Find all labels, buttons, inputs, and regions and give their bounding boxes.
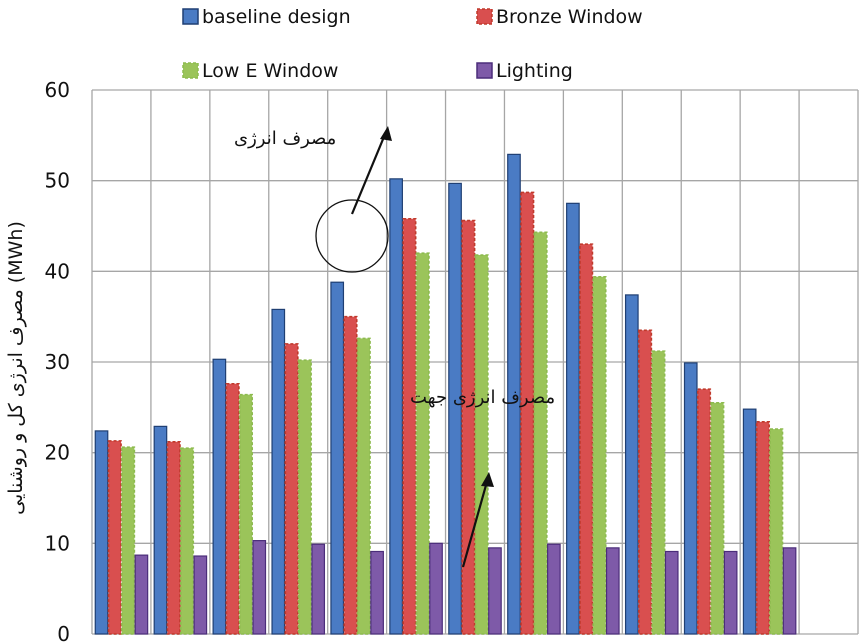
bar-low-e-window [533,231,548,635]
bar-bronze-window [107,440,122,635]
bar-baseline-design [683,362,698,635]
bar-lighting [429,542,443,635]
bar-baseline-design [448,182,462,635]
bar-lighting [664,550,679,635]
bar-low-e-window [356,337,371,635]
legend-label: baseline design [202,6,351,28]
y-tick-label: 0 [57,622,70,644]
bar-bronze-window [696,388,712,635]
bar-baseline-design [389,178,403,635]
annotation-circle [315,199,389,273]
bar-lighting [311,543,326,635]
legend-label: Lighting [496,60,573,82]
annotation-arrowhead-2 [481,472,494,487]
annotation-arrow-1 [350,131,388,215]
y-tick-label: 20 [45,441,70,465]
y-tick-label: 10 [45,531,70,555]
legend-swatch [476,62,493,79]
bar-lighting [488,547,502,635]
y-tick-label: 60 [45,78,70,102]
bar-lighting [134,554,149,635]
bar-low-e-window [769,428,784,635]
bar-baseline-design [624,294,639,635]
bar-low-e-window [592,275,607,635]
bar-bronze-window [638,329,653,635]
bar-baseline-design [742,408,757,635]
bar-lighting [370,550,384,635]
legend: baseline design Bronze Window Low E Window… [182,6,643,82]
bar-low-e-window [297,359,312,635]
legend-label: Low E Window [202,60,338,82]
bar-low-e-window [415,252,430,635]
bar-baseline-design [94,430,109,635]
bars [94,153,797,635]
bar-low-e-window [121,446,136,635]
bar-bronze-window [284,343,299,635]
bar-bronze-window [579,243,594,635]
bar-baseline-design [212,358,227,635]
bar-lighting [193,555,208,635]
bar-bronze-window [520,191,535,635]
y-tick-label: 40 [45,259,70,283]
y-tick-label: 50 [45,169,70,193]
annotation-text-2: مصرف انرژی جهت [410,387,555,408]
bar-baseline-design [271,308,286,635]
bar-bronze-window [166,440,181,635]
annotation-arrow-2 [461,477,490,568]
bar-baseline-design [330,281,345,635]
bar-bronze-window [755,421,771,635]
legend-swatch [182,8,199,25]
bar-bronze-window [225,382,240,635]
annotation-1: مصرف انرژی [234,126,392,273]
annotation-2: مصرف انرژی جهت [410,387,555,568]
y-tick-labels: 0 10 20 30 40 50 60 [45,78,70,644]
legend-swatch [182,62,199,79]
bar-low-e-window [179,447,195,635]
y-axis-label: مصرف انرژی کل و روشنایی (MWh) [5,221,27,515]
annotation-text-1: مصرف انرژی [234,128,336,149]
annotation-arrowhead-1 [380,126,392,141]
bar-bronze-window [343,315,358,635]
bar-lighting [547,543,561,635]
bar-lighting [605,547,620,635]
bar-low-e-window [710,401,725,635]
bar-low-e-window [474,254,489,635]
bar-bronze-window [402,217,417,635]
y-tick-label: 30 [45,350,70,374]
legend-label: Bronze Window [496,6,643,28]
bar-low-e-window [238,393,254,635]
bar-lighting [782,547,797,635]
bar-lighting [723,550,738,635]
legend-swatch [476,8,493,25]
bar-lighting [252,540,267,635]
bar-low-e-window [651,350,666,635]
bar-bronze-window [461,219,476,635]
bar-baseline-design [153,425,168,635]
bar-baseline-design [566,202,580,635]
